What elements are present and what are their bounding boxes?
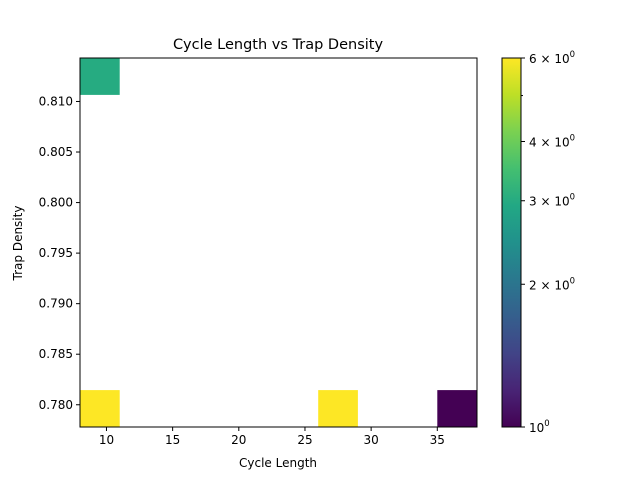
colorbar-tick-label: 2 × 100 <box>529 276 575 292</box>
heatmap-cells <box>80 58 477 427</box>
colorbar-tick-label: 4 × 100 <box>529 134 575 150</box>
y-axis-label: Trap Density <box>11 206 25 282</box>
colorbar-tick-label: 6 × 100 <box>529 50 575 66</box>
x-tick-label: 15 <box>165 433 180 447</box>
chart-title: Cycle Length vs Trap Density <box>173 37 384 53</box>
x-tick-label: 10 <box>99 433 114 447</box>
x-tick-label: 30 <box>363 433 378 447</box>
y-tick-label: 0.790 <box>39 297 73 311</box>
x-tick-label: 20 <box>231 433 246 447</box>
colorbar-ticks: 100 2 × 100 3 × 100 4 × 100 6 × 100 <box>521 50 575 435</box>
colorbar <box>501 57 522 428</box>
x-axis-ticks: 10 15 20 25 30 35 <box>99 427 445 447</box>
x-tick-label: 25 <box>297 433 312 447</box>
heatmap-cell <box>80 58 120 95</box>
x-tick-label: 35 <box>430 433 445 447</box>
y-axis-ticks: 0.780 0.785 0.790 0.795 0.800 0.805 0.810 <box>39 94 80 412</box>
y-tick-label: 0.795 <box>39 246 73 260</box>
y-tick-label: 0.785 <box>39 347 73 361</box>
colorbar-tick-label: 100 <box>529 419 550 435</box>
x-axis-label: Cycle Length <box>239 456 317 470</box>
y-tick-label: 0.800 <box>39 196 73 210</box>
heatmap-cell <box>437 390 477 427</box>
y-tick-label: 0.805 <box>39 145 73 159</box>
y-tick-label: 0.810 <box>39 94 73 108</box>
plot-frame <box>79 57 478 428</box>
colorbar-tick-label: 3 × 100 <box>529 193 575 209</box>
heatmap-cell <box>80 390 120 427</box>
y-tick-label: 0.780 <box>39 398 73 412</box>
heatmap-cell <box>318 390 358 427</box>
